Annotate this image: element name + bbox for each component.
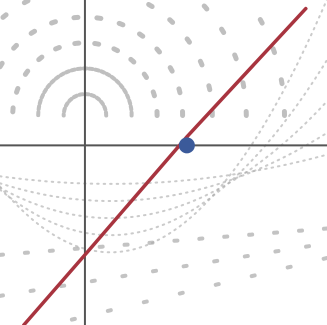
background-curve	[0, 59, 327, 237]
background-dot-row	[40, 255, 327, 325]
background-arc	[194, 0, 249, 118]
background-arc	[0, 0, 215, 118]
background-dot-row	[0, 226, 327, 257]
background-curve	[0, 153, 327, 185]
series-layer	[22, 6, 308, 325]
background-curve	[0, 100, 327, 220]
background-arc	[0, 14, 186, 118]
background-curve	[0, 0, 327, 254]
background-curve	[0, 131, 327, 202]
background-arc	[10, 40, 160, 118]
series-point-1	[178, 137, 195, 154]
series-line-0	[22, 6, 308, 325]
